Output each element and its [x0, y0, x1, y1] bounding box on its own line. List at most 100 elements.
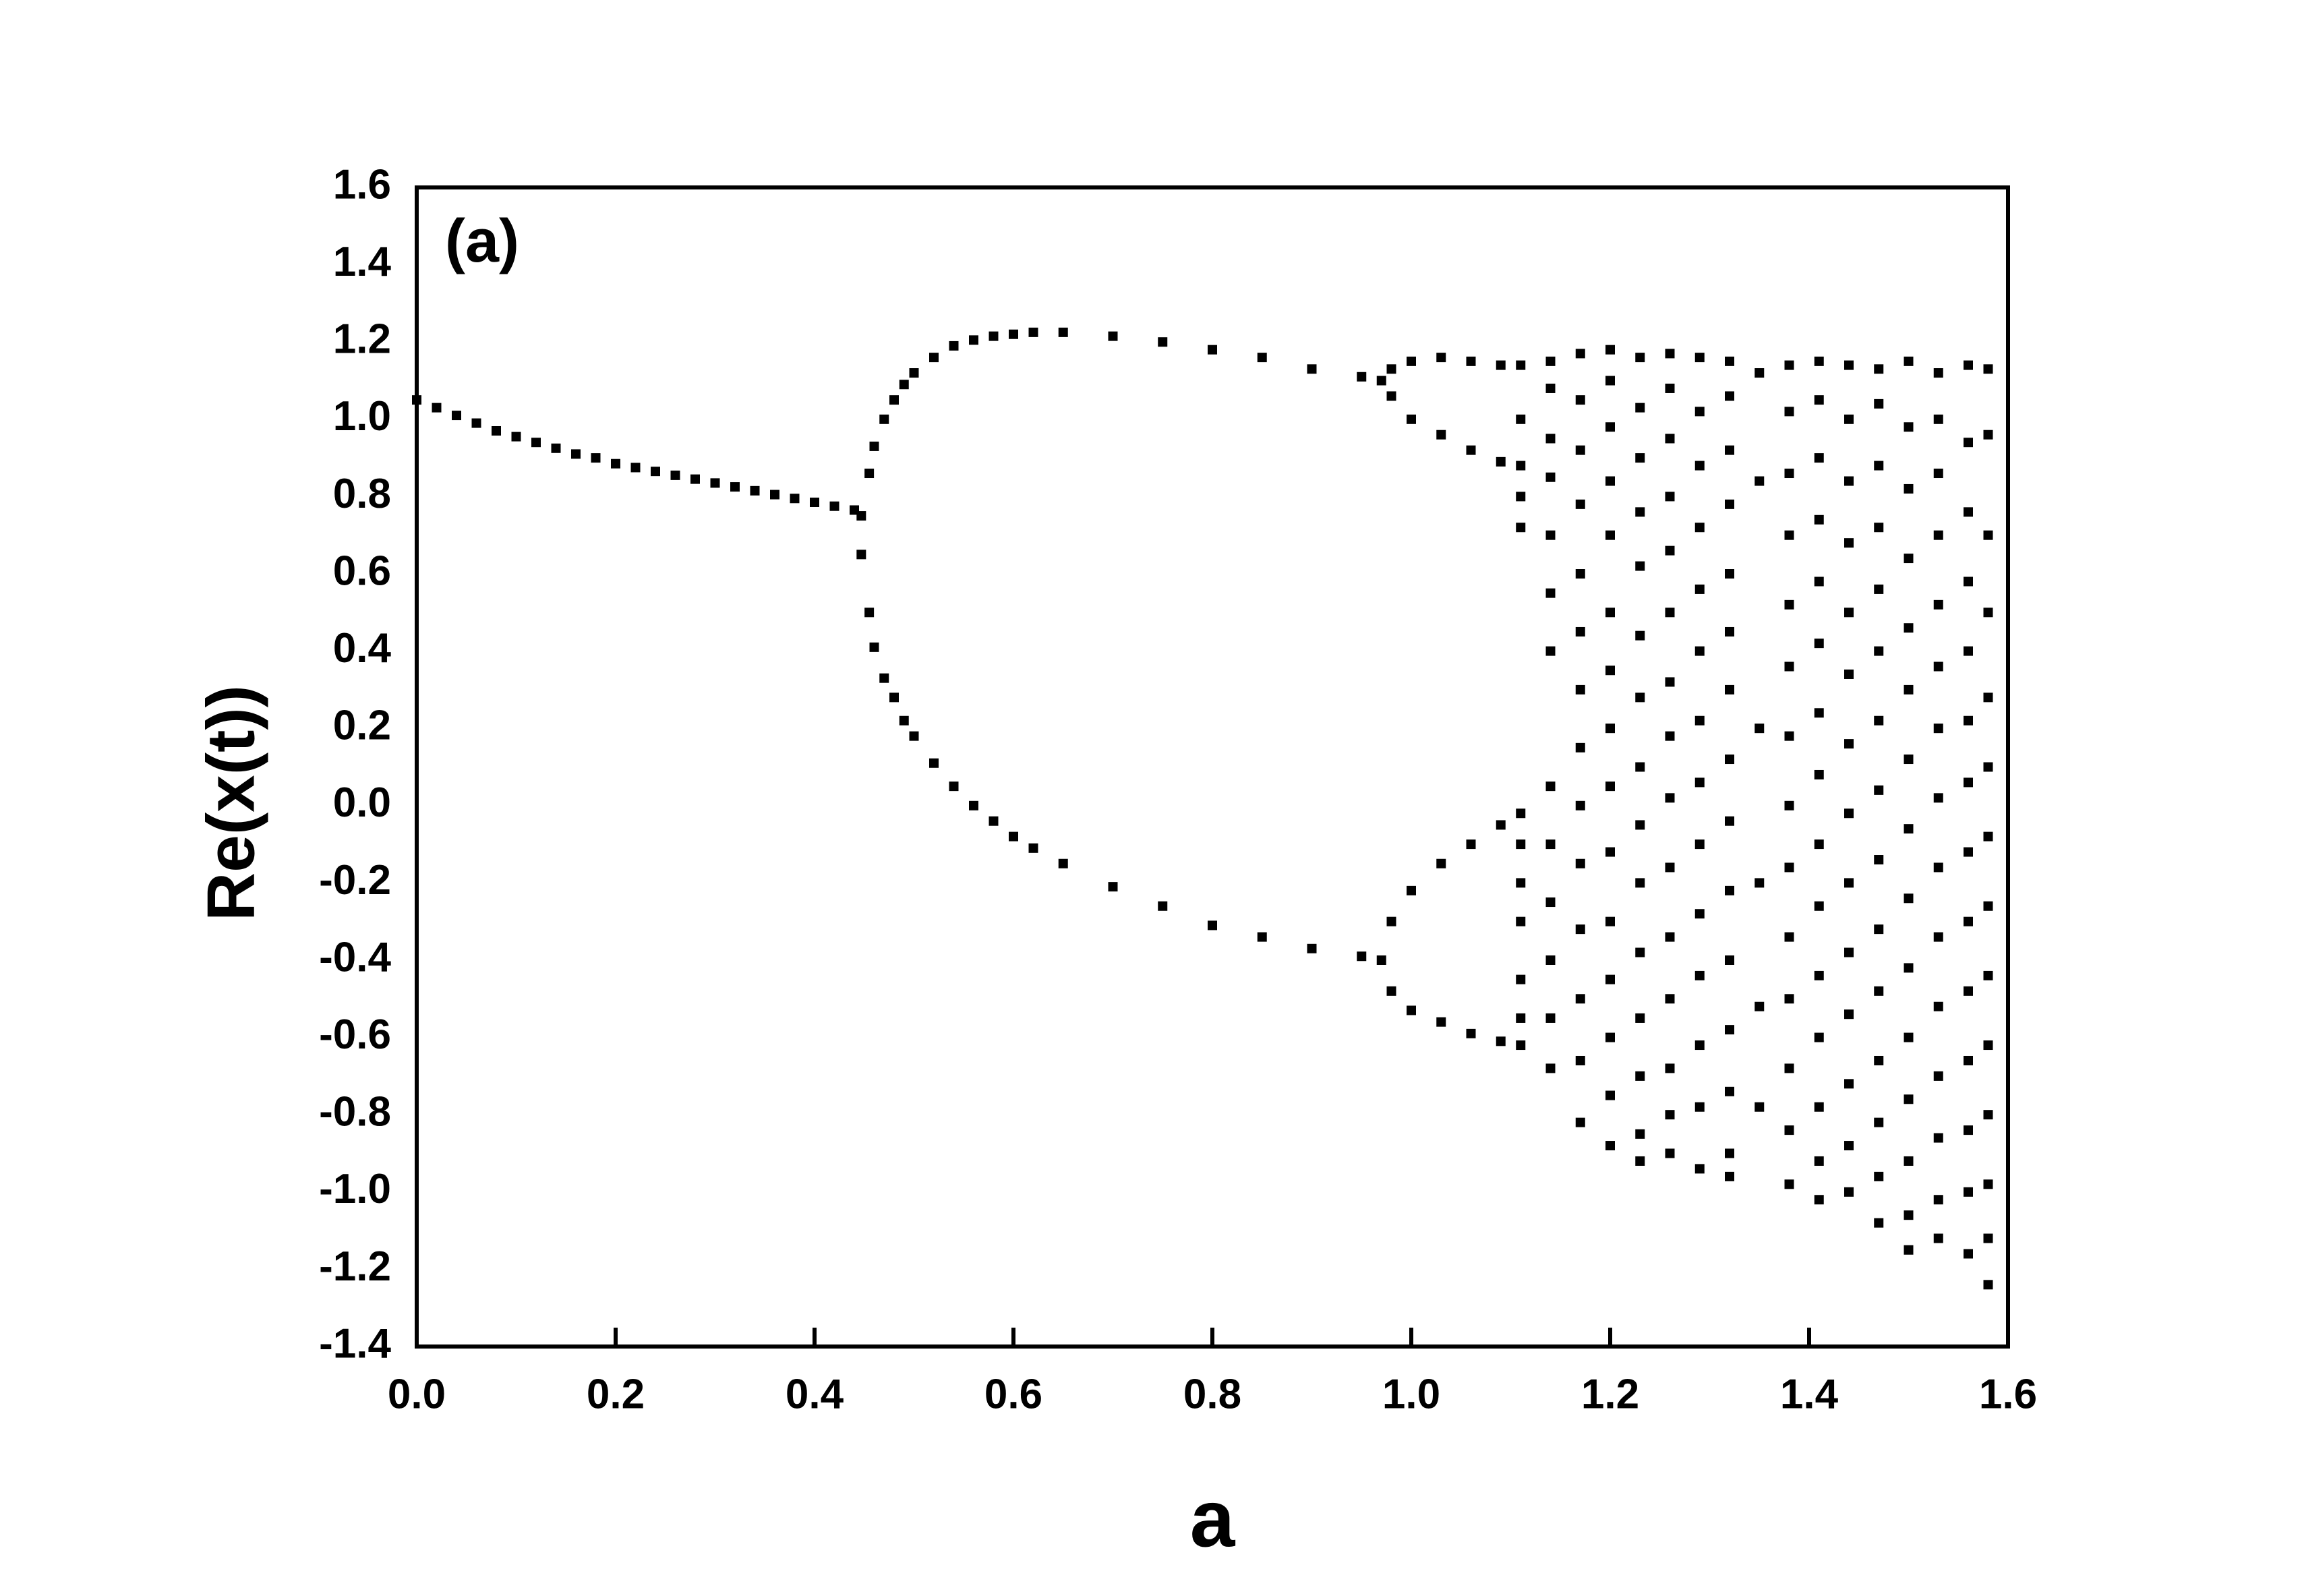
point [1904, 1156, 1914, 1166]
point [1407, 356, 1416, 366]
point [1108, 331, 1118, 341]
point [856, 550, 866, 560]
point [1784, 994, 1794, 1004]
point [1575, 742, 1585, 752]
y-tick-label: 0.8 [333, 471, 391, 517]
point [869, 441, 879, 451]
point [1814, 639, 1824, 649]
point [492, 425, 501, 436]
point [1208, 345, 1217, 355]
point [1874, 1171, 1884, 1181]
point [670, 470, 680, 480]
point [1386, 916, 1396, 926]
x-tick-label: 1.2 [1581, 1371, 1639, 1417]
point [1933, 723, 1943, 734]
point [1725, 955, 1734, 965]
point [889, 692, 899, 703]
point [1635, 692, 1645, 703]
point [1545, 356, 1556, 366]
point [1575, 1117, 1585, 1127]
point [1496, 820, 1506, 830]
point [1605, 723, 1615, 734]
point [1844, 739, 1854, 749]
point [1725, 1086, 1734, 1096]
point [1904, 1245, 1914, 1255]
y-tick-label: 0.2 [333, 703, 391, 749]
point [1376, 376, 1386, 386]
point [1814, 356, 1824, 366]
point [1933, 1133, 1943, 1143]
point [1694, 1040, 1705, 1051]
point [1874, 986, 1884, 996]
point [1933, 661, 1943, 672]
point [1933, 932, 1943, 942]
point [1694, 353, 1705, 363]
point [1933, 368, 1943, 378]
point [651, 467, 660, 477]
point [1635, 878, 1645, 888]
point [1874, 855, 1884, 865]
point [1725, 885, 1734, 895]
point [1635, 820, 1645, 830]
point [1545, 472, 1556, 482]
point [1694, 461, 1705, 471]
point [1545, 383, 1556, 393]
point [1964, 847, 1973, 857]
point [1964, 360, 1973, 370]
point [1386, 986, 1396, 996]
point [1983, 430, 1993, 440]
point [1814, 395, 1824, 405]
point [1784, 530, 1794, 540]
point [1605, 916, 1615, 926]
point [1545, 955, 1556, 965]
point [1983, 1280, 1993, 1290]
point [710, 478, 720, 488]
point [1784, 800, 1794, 810]
point [1545, 530, 1556, 540]
point [1874, 646, 1884, 656]
point [1545, 1063, 1556, 1073]
point [869, 642, 879, 652]
y-tick-label: 0.4 [333, 625, 392, 672]
point [1466, 839, 1476, 850]
point [1516, 974, 1526, 984]
point [1983, 762, 1993, 772]
point [1635, 507, 1645, 517]
point [1665, 677, 1675, 687]
point [1784, 407, 1794, 417]
y-tick-label: -0.6 [319, 1011, 391, 1058]
point [1874, 523, 1884, 533]
point [1516, 492, 1526, 502]
point [1933, 1071, 1943, 1081]
x-tick-label: 1.4 [1780, 1371, 1839, 1417]
point [1844, 947, 1854, 957]
point [929, 758, 939, 768]
point [1307, 364, 1317, 374]
point [1466, 356, 1476, 366]
point [1844, 1141, 1854, 1151]
point [1814, 1032, 1824, 1042]
point [1844, 360, 1854, 370]
point [1307, 943, 1317, 953]
point [1904, 824, 1914, 834]
x-tick-label: 0.4 [786, 1371, 844, 1417]
point [1725, 1148, 1734, 1158]
point [1784, 1125, 1794, 1135]
point [1964, 777, 1973, 788]
point [1575, 569, 1585, 579]
point [1725, 569, 1734, 579]
point [1605, 1032, 1615, 1042]
point [1009, 831, 1018, 841]
point [1575, 858, 1585, 868]
point [1516, 878, 1526, 888]
point [1904, 684, 1914, 694]
point [1874, 398, 1884, 409]
point [1635, 630, 1645, 641]
point [1665, 1110, 1675, 1120]
point [889, 395, 899, 405]
point [1933, 862, 1943, 873]
point [1635, 453, 1645, 463]
point [1545, 839, 1556, 850]
point [949, 781, 959, 792]
